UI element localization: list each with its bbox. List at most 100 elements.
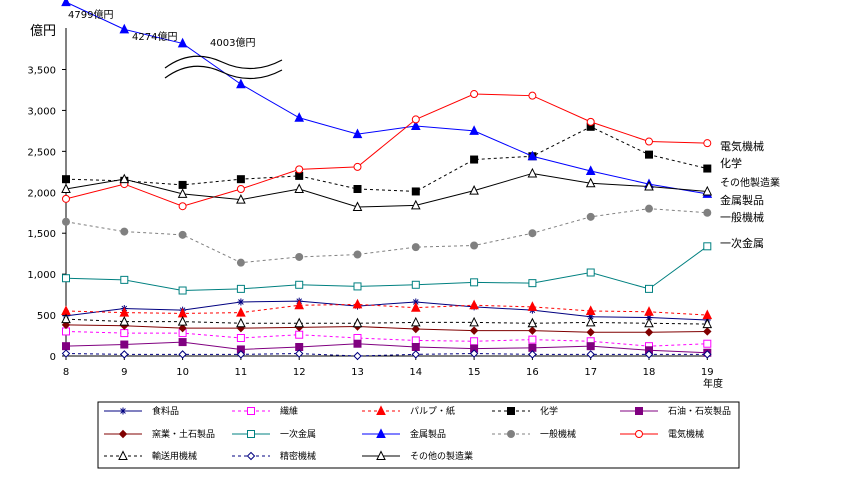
series-line bbox=[65, 208, 708, 264]
legend-swatch-marker bbox=[246, 451, 256, 461]
series-group bbox=[62, 242, 712, 295]
legend-item: 輸送用機械 bbox=[104, 450, 197, 462]
legend-label: パルプ・紙 bbox=[410, 405, 455, 417]
data-point bbox=[585, 177, 596, 188]
series-group bbox=[61, 313, 713, 329]
data-point bbox=[586, 328, 595, 337]
data-point bbox=[294, 112, 305, 122]
x-tick-label: 18 bbox=[643, 367, 656, 378]
series-group bbox=[61, 167, 713, 212]
annotation-label: 4003億円 bbox=[210, 36, 255, 49]
data-point bbox=[703, 139, 712, 148]
x-tick-label: 9 bbox=[121, 367, 127, 378]
data-point bbox=[120, 329, 129, 338]
axes bbox=[65, 28, 708, 357]
data-point bbox=[119, 173, 130, 184]
data-point bbox=[120, 275, 129, 284]
data-point bbox=[645, 150, 653, 159]
data-point bbox=[295, 252, 304, 261]
x-tick-label: 12 bbox=[293, 367, 306, 378]
series-line bbox=[65, 300, 708, 321]
data-point bbox=[236, 317, 246, 328]
data-point bbox=[702, 185, 713, 196]
end-labels: 電気機械 化学 その他製造業 金属製品 一般機械 一次金属 bbox=[720, 139, 780, 250]
legend-item: 精密機械 bbox=[232, 450, 316, 462]
data-point bbox=[353, 339, 362, 348]
data-point bbox=[527, 317, 538, 328]
data-point bbox=[585, 305, 596, 315]
x-tick-label: 10 bbox=[176, 367, 189, 378]
data-point bbox=[236, 78, 246, 89]
data-point bbox=[528, 350, 537, 359]
legend-swatch-marker bbox=[376, 428, 386, 438]
legend-swatch-marker bbox=[247, 430, 255, 438]
data-point bbox=[411, 243, 420, 252]
data-point bbox=[353, 351, 362, 361]
data-point bbox=[585, 165, 596, 175]
data-point bbox=[236, 175, 245, 184]
legend-item: 金属製品 bbox=[362, 428, 446, 440]
legend-label: 一次金属 bbox=[280, 428, 316, 440]
data-point bbox=[470, 337, 479, 346]
data-point bbox=[528, 229, 537, 238]
data-point bbox=[586, 342, 595, 351]
data-point bbox=[586, 117, 595, 126]
data-point bbox=[411, 280, 420, 289]
legend-label: 窯業・土石製品 bbox=[152, 428, 215, 440]
series-line bbox=[65, 353, 708, 357]
x-tick-label: 11 bbox=[235, 367, 248, 378]
legend-swatch-marker bbox=[376, 405, 386, 415]
data-point bbox=[62, 217, 70, 226]
legend-swatch-marker bbox=[376, 450, 386, 460]
end-label: その他製造業 bbox=[720, 176, 780, 189]
data-point bbox=[61, 183, 71, 194]
data-point bbox=[410, 120, 421, 130]
legend-item: 一次金属 bbox=[232, 428, 316, 440]
legend-label: 食料品 bbox=[152, 405, 179, 417]
data-point bbox=[644, 306, 654, 316]
data-point bbox=[586, 268, 595, 277]
legend-swatch-marker bbox=[247, 407, 255, 415]
data-point bbox=[528, 91, 537, 100]
data-point bbox=[119, 316, 130, 326]
data-point bbox=[62, 342, 70, 351]
legend-item: その他の製造業 bbox=[362, 450, 473, 462]
data-point bbox=[178, 323, 187, 333]
series-line bbox=[65, 324, 708, 333]
legend-label: 一般機械 bbox=[540, 428, 576, 440]
data-point bbox=[236, 284, 245, 293]
data-point bbox=[352, 317, 363, 328]
data-point bbox=[294, 299, 305, 310]
data-point bbox=[61, 305, 71, 315]
series-group bbox=[61, 320, 712, 337]
x-tick-label: 17 bbox=[584, 367, 597, 378]
data-point bbox=[178, 350, 187, 359]
legend-label: 精密機械 bbox=[280, 450, 316, 462]
legend-swatch-marker bbox=[635, 407, 643, 415]
data-point bbox=[645, 137, 653, 146]
series-group bbox=[62, 327, 712, 351]
data-point bbox=[62, 274, 70, 283]
y-tick-label: 0 bbox=[50, 352, 56, 363]
data-point bbox=[295, 330, 304, 339]
data-point bbox=[61, 349, 71, 358]
data-point bbox=[703, 350, 712, 359]
legend-label: 金属製品 bbox=[410, 428, 446, 440]
y-axis-unit: 億円 bbox=[30, 23, 56, 39]
end-label: 化学 bbox=[720, 156, 742, 170]
legend-swatch-marker bbox=[119, 407, 127, 415]
x-tick-label: 16 bbox=[526, 367, 539, 378]
annotation-label: 4274億円 bbox=[132, 30, 177, 43]
annotations: 4799億円 4274億円 4003億円 bbox=[68, 8, 255, 49]
legend-label: 化学 bbox=[540, 405, 558, 417]
data-point bbox=[527, 167, 538, 178]
data-point bbox=[645, 284, 653, 293]
data-point bbox=[120, 340, 129, 349]
data-point bbox=[353, 185, 362, 194]
series-line bbox=[65, 245, 708, 292]
series-group bbox=[62, 338, 712, 357]
data-point bbox=[294, 349, 304, 358]
data-point bbox=[527, 301, 538, 311]
data-point bbox=[469, 185, 479, 195]
x-tick-label: 19 bbox=[701, 367, 714, 378]
